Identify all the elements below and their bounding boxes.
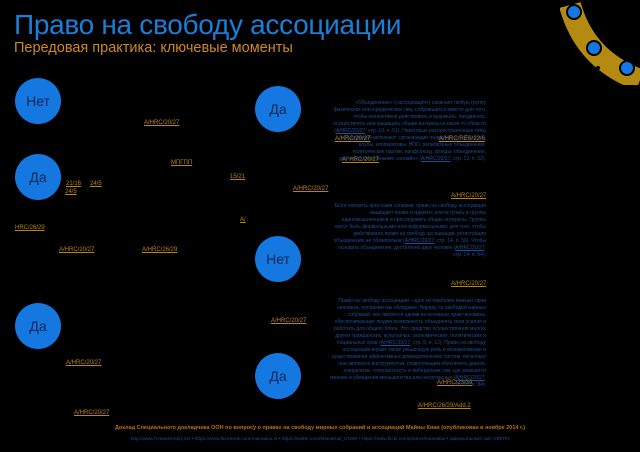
ref-link[interactable]: A/HRC/20/27: [74, 410, 110, 416]
ref-link[interactable]: 15/21: [230, 174, 246, 180]
note-link[interactable]: A/HRC/20/27: [380, 340, 411, 346]
note-text: Если говорить простыми словами, право на…: [333, 203, 486, 244]
ref-link[interactable]: A/HRC/RES/22/6: [439, 136, 486, 142]
answer-circle-yes: Да: [255, 353, 301, 399]
ref-link[interactable]: A/HRC/20/27: [451, 193, 487, 199]
note-link[interactable]: A/HRC/20/27: [455, 375, 485, 381]
note-text: «Объединение» («ассоциация») означает лю…: [333, 100, 486, 134]
answer-circle-no: Нет: [15, 78, 61, 124]
answer-circle-no: Нет: [255, 236, 301, 282]
ref-link[interactable]: A/HRC/20/27: [335, 136, 371, 142]
simple-explanation-note: Если говорить простыми словами, право на…: [328, 203, 486, 259]
ref-link[interactable]: 24/5: [65, 189, 77, 195]
ref-link[interactable]: A/HRC/26/29: [142, 247, 178, 253]
circle-label: Да: [29, 318, 47, 334]
ref-link[interactable]: A/HRC/20/27: [271, 318, 307, 324]
circle-label: Нет: [26, 93, 50, 109]
ref-link[interactable]: A/HRC/20/27: [451, 281, 487, 287]
ref-link[interactable]: A/HRC/20/27: [144, 120, 180, 126]
footer-links[interactable]: http://www.freeassembly.net • https://ww…: [130, 437, 510, 442]
note-text: , стр. 14, п. 54).: [453, 245, 486, 258]
circle-label: Нет: [266, 251, 290, 267]
ref-link[interactable]: HRC/26/29: [15, 225, 45, 231]
note-link[interactable]: A/HRC/20/27: [335, 128, 366, 134]
definition-note: «Объединение» («ассоциация») означает лю…: [328, 100, 486, 163]
note-text: , стр. 13, п. 51). Некоторые распростран…: [339, 128, 486, 162]
answer-circle-yes: Да: [15, 303, 61, 349]
ref-link[interactable]: A/HRC/20/27: [293, 186, 329, 192]
page-title: Право на свободу ассоциации: [14, 9, 402, 40]
footer-title: Доклад Специального докладчика ООН по во…: [114, 425, 526, 431]
note-link[interactable]: A/HRC/20/27: [455, 245, 485, 251]
note-text: , стр. 13, п. 52).: [450, 156, 486, 162]
page-subtitle: Передовая практика: ключевые моменты: [14, 40, 293, 56]
note-text: , стр. 20, п. 84).: [453, 375, 486, 388]
circle-label: Да: [29, 169, 47, 185]
circle-label: Да: [269, 101, 287, 117]
note-link[interactable]: A/HRC/20/27: [404, 238, 435, 244]
importance-note: Право на свободу ассоциации - одно из на…: [328, 298, 486, 389]
note-link[interactable]: A/HRC/20/27: [420, 156, 451, 162]
ref-link[interactable]: A/HRC/20/27: [59, 247, 95, 253]
ref-link[interactable]: A/HRC/20/27: [66, 360, 102, 366]
ref-link[interactable]: A/: [240, 217, 246, 223]
ref-link[interactable]: МПГПП: [171, 160, 193, 166]
circle-label: Да: [269, 368, 287, 384]
answer-circle-yes: Да: [15, 154, 61, 200]
ref-link[interactable]: 21/16: [66, 181, 82, 187]
note-text: Право на свободу ассоциации - одно из на…: [333, 298, 486, 346]
logo-icon: [560, 1, 640, 85]
answer-circle-yes: Да: [255, 86, 301, 132]
ref-link[interactable]: 24/5: [90, 181, 102, 187]
note-text: , стр. 5, п. 12). Право на свободу ассоц…: [330, 340, 486, 381]
note-text: , стр. 14, п. 56). Чтобы основать объеди…: [338, 238, 486, 251]
ref-link[interactable]: A/HRC/26/29/Add.2: [418, 403, 471, 409]
ref-link[interactable]: A/ HRC/20/27: [342, 157, 380, 163]
ref-link[interactable]: A/HRC/23/39: [437, 380, 473, 386]
